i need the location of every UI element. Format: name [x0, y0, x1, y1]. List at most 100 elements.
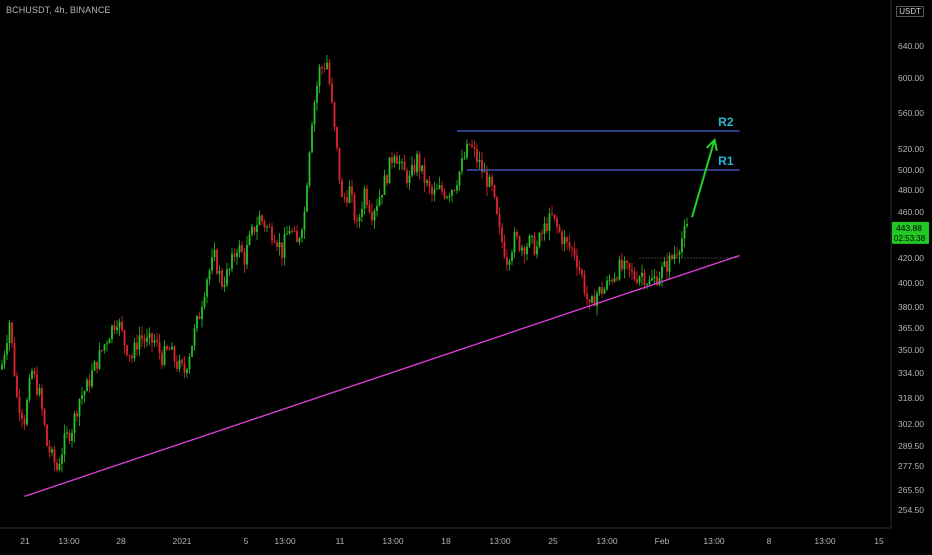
candle-body — [496, 197, 498, 215]
candle-body — [203, 296, 206, 308]
candle-body — [303, 211, 306, 230]
candle-body — [311, 124, 313, 153]
candle-body — [461, 158, 463, 172]
candle-body — [576, 255, 578, 268]
candle-body — [396, 156, 398, 164]
x-tick-label: 13:00 — [58, 536, 80, 546]
candle-body — [316, 86, 318, 103]
candle-body — [466, 143, 468, 158]
x-tick-label: 8 — [767, 536, 772, 546]
candle-body — [188, 356, 191, 370]
candle-body — [191, 345, 193, 357]
candle-body — [301, 229, 303, 238]
candle-body — [358, 216, 361, 222]
candle-body — [526, 246, 528, 255]
x-tick-label: 13:00 — [274, 536, 296, 546]
candle-body — [163, 346, 166, 365]
candle-body — [653, 276, 656, 279]
candle-body — [591, 296, 593, 303]
candle-body — [238, 245, 241, 253]
candle-body — [178, 359, 181, 369]
candle-body — [403, 161, 406, 171]
x-tick-label: 11 — [336, 536, 345, 546]
y-tick-label: 318.00 — [898, 393, 924, 403]
candle-body — [268, 226, 271, 228]
candle-body — [106, 343, 108, 345]
candle-body — [28, 378, 31, 400]
y-axis[interactable]: 254.50 265.50 277.50 289.50 302.00 318.00 334.… — [898, 41, 924, 515]
candle-body — [588, 299, 591, 303]
candle-body — [503, 241, 506, 258]
candle-body — [336, 127, 338, 148]
candle-body — [143, 338, 146, 342]
x-axis[interactable]: 21 13:00 28 2021 5 13:00 11 13:00 18 13:00 25 13:00… — [20, 536, 884, 546]
candle-body — [433, 189, 436, 195]
candle-body — [683, 226, 686, 239]
y-tick-label: 420.00 — [898, 253, 924, 263]
candle-body — [421, 165, 423, 172]
candle-body — [148, 333, 151, 338]
candle-body — [426, 180, 428, 184]
candle-body — [183, 363, 186, 373]
candle-body — [668, 255, 671, 272]
candle-body — [43, 409, 46, 425]
candle-body — [623, 260, 626, 270]
candle-body — [436, 188, 438, 190]
candle-body — [318, 67, 321, 87]
candle-body — [416, 153, 418, 173]
candle-body — [68, 432, 71, 441]
candle-body — [513, 231, 516, 253]
candle-body — [448, 195, 451, 197]
candle-body — [511, 252, 513, 261]
candle-body — [501, 227, 503, 242]
candle-body — [516, 231, 518, 237]
candle-body — [601, 287, 603, 294]
candle-body — [506, 257, 508, 265]
candle-body — [571, 247, 573, 249]
candle-body — [636, 279, 638, 283]
y-tick-label: 302.00 — [898, 419, 924, 429]
candle-body — [146, 337, 148, 342]
candle-body — [581, 270, 583, 275]
candle-body — [108, 339, 111, 344]
candle-body — [258, 215, 261, 226]
candle-body — [438, 185, 441, 189]
candle-body — [126, 345, 128, 355]
candle-body — [606, 280, 608, 290]
candle-body — [86, 380, 88, 392]
candle-body — [408, 175, 411, 184]
candle-body — [13, 343, 16, 376]
candle-body — [488, 176, 491, 187]
currency-label[interactable]: USDT — [896, 6, 924, 17]
candle-body — [321, 67, 323, 69]
candle-body — [681, 238, 683, 253]
candle-body — [593, 296, 596, 307]
projection-arrow-shaft — [691, 139, 716, 218]
candle-body — [383, 175, 386, 195]
candle-body — [66, 432, 68, 434]
candle-body — [166, 346, 168, 350]
candle-body — [71, 432, 73, 441]
candle-body — [656, 276, 658, 286]
candle-body — [596, 293, 598, 307]
candle-body — [256, 225, 258, 232]
candle-body — [176, 361, 178, 369]
candle-body — [73, 413, 76, 433]
candle-body — [158, 342, 161, 353]
candle-body — [136, 342, 138, 350]
y-tick-label: 334.00 — [898, 368, 924, 378]
candle-body — [216, 249, 218, 274]
candle-body — [226, 269, 228, 285]
candle-body — [446, 196, 448, 198]
candle-body — [23, 418, 26, 425]
candle-body — [333, 102, 336, 128]
candle-body — [201, 307, 203, 320]
candle-body — [261, 215, 263, 222]
candle-body — [366, 188, 368, 205]
candle-body — [651, 278, 653, 281]
candle-body — [168, 349, 171, 351]
y-tick-label: 400.00 — [898, 278, 924, 288]
candle-body — [218, 270, 221, 274]
